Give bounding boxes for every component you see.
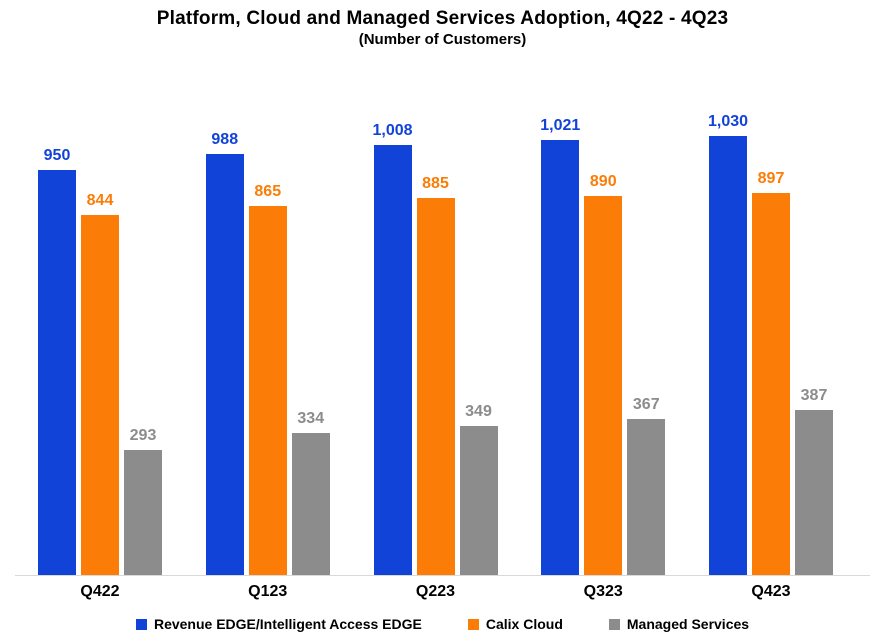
bar-value-label: 293 <box>129 427 157 444</box>
bar-value-label: 367 <box>632 396 660 413</box>
bar-value-label: 334 <box>297 410 325 427</box>
bar-column: 865 <box>248 183 287 575</box>
bar <box>124 450 162 575</box>
bar-group: 1,021 890 367 Q323 <box>540 85 666 600</box>
bar-group: 950 844 293 Q422 <box>38 85 162 600</box>
bar-column: 293 <box>124 428 162 575</box>
bar <box>38 170 76 575</box>
bar <box>459 426 498 575</box>
bar-column: 988 <box>205 131 244 575</box>
bar-column: 885 <box>416 175 455 575</box>
bar-group: 1,008 885 349 Q223 <box>372 85 498 600</box>
bar-column: 367 <box>627 396 666 575</box>
bar <box>291 433 330 575</box>
category-label: Q123 <box>248 583 288 600</box>
x-axis-line <box>15 575 870 576</box>
bar-value-label: 950 <box>43 147 71 164</box>
legend: Revenue EDGE/Intelligent Access EDGE Cali… <box>0 616 885 632</box>
bar-column: 1,030 <box>707 113 749 575</box>
bar-group-bars: 950 844 293 <box>38 85 162 575</box>
category-label: Q323 <box>583 583 623 600</box>
bar-value-label: 349 <box>465 403 492 420</box>
bar-column: 1,021 <box>540 117 581 575</box>
bar-column: 950 <box>38 148 76 575</box>
legend-swatch-icon <box>467 618 479 630</box>
bar <box>627 419 666 575</box>
category-label: Q422 <box>80 583 120 600</box>
bar <box>373 145 412 575</box>
bar-column: 349 <box>459 403 498 575</box>
bar-value-label: 897 <box>757 170 785 187</box>
category-label: Q223 <box>415 583 456 600</box>
bar <box>709 136 747 575</box>
legend-label: Calix Cloud <box>485 616 563 632</box>
bar-column: 890 <box>584 173 623 575</box>
bar <box>752 193 790 575</box>
bar-column: 334 <box>291 410 330 575</box>
category-label: Q423 <box>751 583 791 600</box>
chart-subtitle: (Number of Customers) <box>358 31 527 48</box>
bar-column: 897 <box>752 171 790 575</box>
bar-value-label: 988 <box>211 131 239 148</box>
bar <box>416 198 455 575</box>
bar-value-label: 890 <box>589 173 617 190</box>
legend-label: Revenue EDGE/Intelligent Access EDGE <box>153 616 422 632</box>
bar-group: 1,030 897 387 Q423 <box>707 85 833 600</box>
bar-group-bars: 988 865 334 <box>205 85 330 575</box>
bar-value-label: 387 <box>800 387 828 404</box>
plot-area: 950 844 293 Q422 988 865 334 Q123 1,008 885 349 Q22… <box>38 85 833 600</box>
legend-item: Calix Cloud <box>467 616 563 632</box>
legend-label: Managed Services <box>626 616 750 632</box>
bar-value-label: 885 <box>422 175 449 192</box>
bar <box>541 140 580 575</box>
bar <box>795 410 833 575</box>
bar-column: 387 <box>795 388 833 575</box>
bar-value-label: 1,021 <box>540 117 581 134</box>
bar-value-label: 865 <box>254 183 282 200</box>
legend-item: Managed Services <box>608 616 750 632</box>
bar-group: 988 865 334 Q123 <box>205 85 330 600</box>
bar <box>584 196 623 575</box>
chart-title: Platform, Cloud and Managed Services Ado… <box>156 8 729 29</box>
legend-item: Revenue EDGE/Intelligent Access EDGE <box>135 616 422 632</box>
legend-swatch-icon <box>608 618 620 630</box>
bar <box>248 206 287 575</box>
bar-group-bars: 1,008 885 349 <box>372 85 498 575</box>
bar-column: 844 <box>81 193 119 575</box>
bar-group-bars: 1,030 897 387 <box>707 85 833 575</box>
bar-value-label: 1,030 <box>707 113 749 130</box>
bar <box>205 154 244 575</box>
bar-column: 1,008 <box>372 122 413 575</box>
bar-value-label: 1,008 <box>372 122 413 139</box>
legend-swatch-icon <box>135 618 147 630</box>
bar-group-bars: 1,021 890 367 <box>540 85 666 575</box>
bar-value-label: 844 <box>86 192 114 209</box>
bar <box>81 215 119 575</box>
